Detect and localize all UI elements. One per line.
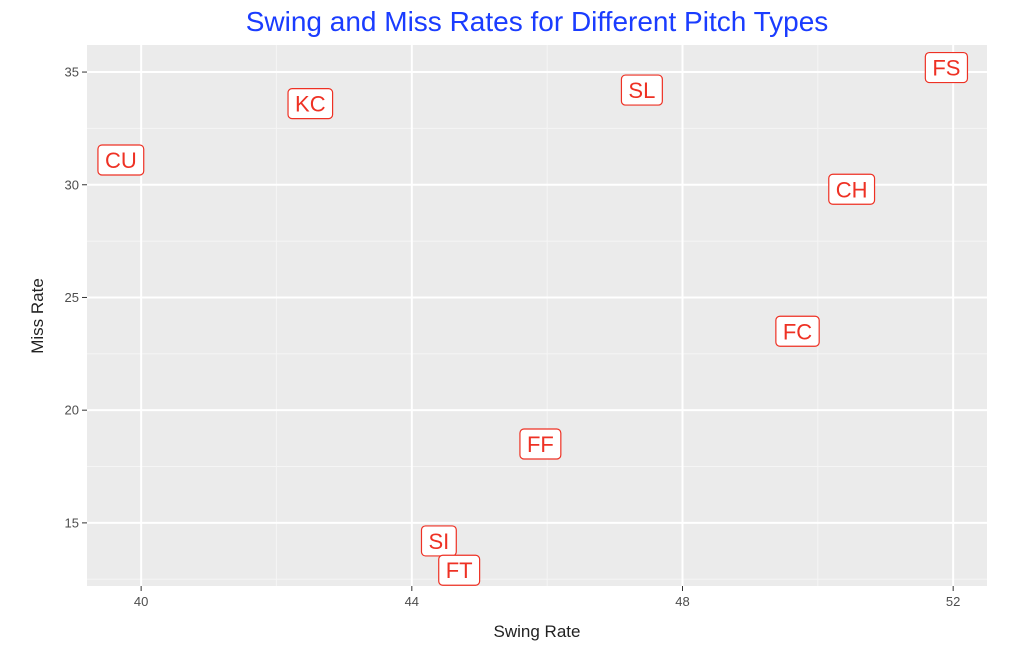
- y-tick-label: 25: [65, 290, 79, 305]
- point-label-box: [620, 74, 663, 106]
- point-label-box: [420, 525, 457, 557]
- point-label-text: FT: [446, 558, 473, 583]
- x-tick-label: 48: [675, 594, 689, 609]
- point-label-box: [97, 144, 145, 176]
- y-axis-title: Miss Rate: [28, 278, 47, 354]
- point-label-fc: FC: [775, 315, 820, 347]
- point-label-fs: FS: [924, 51, 969, 84]
- point-label-ft: FT: [438, 554, 481, 586]
- point-label-text: CH: [836, 177, 868, 202]
- point-label-box: [438, 554, 481, 586]
- point-label-ff: FF: [519, 428, 562, 460]
- x-tick-label: 44: [405, 594, 419, 609]
- plot-panel: [87, 45, 987, 586]
- point-label-text: FF: [527, 432, 554, 457]
- point-label-box: [924, 51, 969, 84]
- chart-title: Swing and Miss Rates for Different Pitch…: [246, 6, 829, 37]
- y-axis-ticks: 15 20 25 30 35: [65, 65, 87, 530]
- point-label-cu: CU: [97, 144, 145, 176]
- point-label-text: KC: [295, 92, 326, 117]
- point-label-text: FC: [783, 319, 812, 344]
- point-label-box: [775, 315, 820, 347]
- y-tick-label: 30: [65, 177, 79, 192]
- point-label-text: SL: [628, 78, 655, 103]
- point-label-si: SI: [420, 525, 457, 557]
- point-label-ch: CH: [828, 173, 876, 205]
- grid-minor: [87, 45, 987, 586]
- point-label-kc: KC: [287, 88, 334, 120]
- point-label-box: [828, 173, 876, 205]
- point-label-box: [287, 88, 334, 120]
- x-axis-ticks: 40 44 48 52: [134, 586, 960, 609]
- x-tick-label: 52: [946, 594, 960, 609]
- y-tick-label: 35: [65, 65, 79, 80]
- point-label-text: FS: [932, 56, 960, 81]
- y-tick-label: 15: [65, 515, 79, 530]
- x-axis-title: Swing Rate: [494, 622, 581, 641]
- data-labels: CU KC SL FS CH FC FF SI FT: [97, 51, 969, 586]
- y-tick-label: 20: [65, 403, 79, 418]
- point-label-text: SI: [428, 529, 449, 554]
- point-label-box: [519, 428, 562, 460]
- x-tick-label: 40: [134, 594, 148, 609]
- point-label-sl: SL: [620, 74, 663, 106]
- grid-major: [87, 45, 987, 586]
- point-label-text: CU: [105, 148, 137, 173]
